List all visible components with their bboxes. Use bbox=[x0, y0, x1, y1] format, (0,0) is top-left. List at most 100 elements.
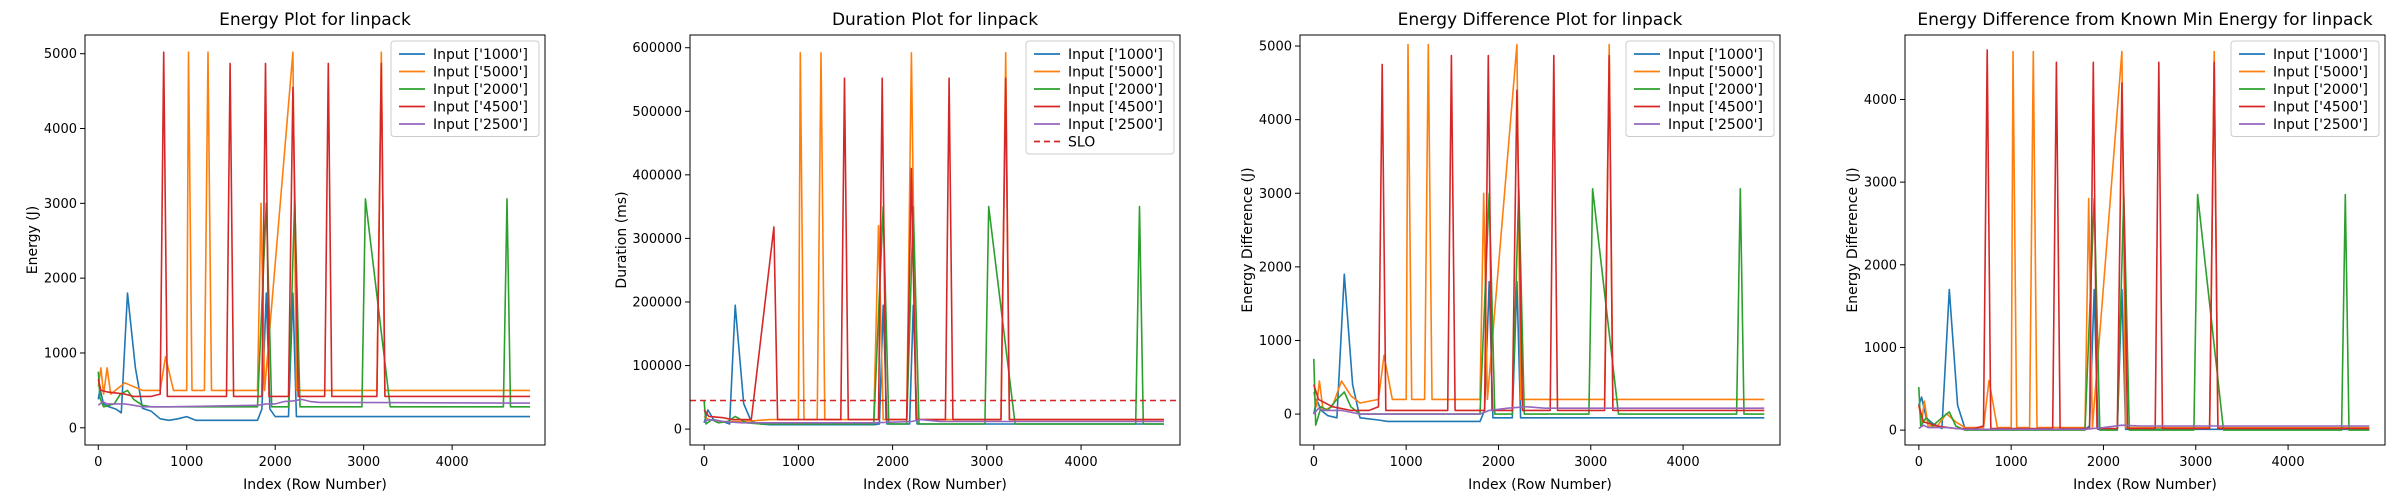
x-axis-label: Index (Row Number) bbox=[1468, 477, 1612, 493]
x-tick-label: 2000 bbox=[259, 455, 292, 470]
y-axis-label: Energy Difference (J) bbox=[1845, 167, 1861, 312]
chart-title: Energy Plot for linpack bbox=[219, 10, 411, 30]
y-tick-label: 0 bbox=[69, 421, 77, 436]
x-tick-label: 3000 bbox=[347, 455, 380, 470]
legend-label: Input ['5000'] bbox=[1068, 65, 1163, 81]
series-line bbox=[1918, 193, 2370, 431]
y-tick-label: 3000 bbox=[1864, 176, 1897, 191]
legend-box bbox=[2230, 40, 2380, 137]
x-tick-label: 1000 bbox=[1995, 455, 2028, 470]
legend-label: Input ['1000'] bbox=[1668, 47, 1763, 63]
y-axis-label: Energy (J) bbox=[25, 206, 41, 275]
y-tick-label: 2000 bbox=[1259, 260, 1292, 275]
series-line bbox=[97, 398, 531, 408]
x-tick-label: 1000 bbox=[782, 455, 815, 470]
legend-label: SLO bbox=[1068, 135, 1095, 151]
y-tick-label: 2000 bbox=[44, 272, 77, 287]
x-tick-label: 4000 bbox=[2272, 455, 2305, 470]
plot-area bbox=[1918, 49, 2370, 431]
y-tick-label: 1000 bbox=[1259, 334, 1292, 349]
legend-label: Input ['2500'] bbox=[2273, 117, 2368, 133]
y-tick-label: 4000 bbox=[1259, 113, 1292, 128]
axes-frame bbox=[1299, 34, 1781, 446]
series-line bbox=[1313, 54, 1765, 412]
series-line bbox=[703, 418, 1164, 424]
x-tick-label: 3000 bbox=[2179, 455, 2212, 470]
legend-box bbox=[390, 40, 540, 137]
legend-box bbox=[1625, 40, 1775, 137]
y-tick-label: 1000 bbox=[1864, 341, 1897, 356]
y-tick-label: 3000 bbox=[1259, 187, 1292, 202]
legend: Input ['1000'] Input ['5000']Input ['2000… bbox=[390, 40, 540, 137]
series-line bbox=[97, 51, 530, 398]
chart-title: Energy Difference Plot for linpack bbox=[1398, 10, 1683, 30]
legend: Input ['1000'] Input ['5000']Input ['2000… bbox=[1625, 40, 1775, 137]
y-tick-label: 4000 bbox=[1864, 93, 1897, 108]
series-line bbox=[703, 205, 1164, 425]
x-axis-label: Index (Row Number) bbox=[2073, 477, 2217, 493]
x-axis-label: Index (Row Number) bbox=[243, 477, 387, 493]
plot-area bbox=[97, 51, 531, 422]
legend-label: Input ['4500'] bbox=[433, 100, 528, 116]
chart-panel-4: Energy Difference from Known Min Energy … bbox=[1845, 10, 2386, 493]
y-tick-label: 600000 bbox=[632, 41, 682, 56]
legend-label: Input ['4500'] bbox=[2273, 100, 2368, 116]
y-tick-label: 5000 bbox=[1259, 40, 1292, 55]
axes-frame bbox=[1904, 34, 2386, 446]
x-tick-label: 0 bbox=[700, 455, 708, 470]
y-tick-label: 0 bbox=[1284, 408, 1292, 423]
y-axis-label: Duration (ms) bbox=[614, 191, 630, 288]
axes-frame bbox=[689, 34, 1181, 446]
legend-label: Input ['2500'] bbox=[1668, 117, 1763, 133]
chart-panel-2: Duration Plot for linpack 0 1000 2000 3000 40… bbox=[614, 10, 1181, 493]
legend-label: Input ['2500'] bbox=[433, 117, 528, 133]
y-tick-label: 300000 bbox=[632, 232, 682, 247]
x-tick-label: 4000 bbox=[436, 455, 469, 470]
plot-area bbox=[690, 52, 1180, 426]
chart-panel-3: Energy Difference Plot for linpack 0 1000 2… bbox=[1240, 10, 1781, 493]
x-tick-label: 3000 bbox=[970, 455, 1003, 470]
chart-title: Duration Plot for linpack bbox=[832, 10, 1038, 30]
series-line bbox=[1313, 188, 1765, 426]
x-tick-label: 2000 bbox=[1482, 455, 1515, 470]
x-tick-label: 0 bbox=[1310, 455, 1318, 470]
x-tick-label: 4000 bbox=[1065, 455, 1098, 470]
series-line bbox=[1918, 424, 2370, 431]
legend-label: Input ['5000'] bbox=[2273, 65, 2368, 81]
chart-title: Energy Difference from Known Min Energy … bbox=[1917, 10, 2372, 30]
x-tick-label: 2000 bbox=[2087, 455, 2120, 470]
legend-label: Input ['2500'] bbox=[1068, 117, 1163, 133]
legend-label: Input ['4500'] bbox=[1668, 100, 1763, 116]
y-tick-label: 400000 bbox=[632, 168, 682, 183]
legend-label: Input ['1000'] bbox=[433, 47, 528, 63]
y-tick-label: 200000 bbox=[632, 295, 682, 310]
series-line bbox=[1313, 405, 1765, 415]
y-tick-label: 2000 bbox=[1864, 258, 1897, 273]
x-tick-label: 2000 bbox=[876, 455, 909, 470]
x-tick-label: 0 bbox=[1915, 455, 1923, 470]
series-line bbox=[97, 292, 530, 422]
legend-label: Input ['5000'] bbox=[1668, 65, 1763, 81]
legend-label: Input ['2000'] bbox=[433, 82, 528, 98]
legend: Input ['1000'] Input ['5000']Input ['2000… bbox=[2230, 40, 2380, 137]
legend-label: Input ['2000'] bbox=[2273, 82, 2368, 98]
y-tick-label: 0 bbox=[1889, 424, 1897, 439]
x-tick-label: 4000 bbox=[1667, 455, 1700, 470]
legend: Input ['1000'] Input ['5000']Input ['2000… bbox=[1025, 40, 1175, 155]
axes-frame bbox=[84, 34, 546, 446]
x-tick-label: 1000 bbox=[1390, 455, 1423, 470]
plot-area bbox=[1313, 43, 1765, 426]
y-tick-label: 5000 bbox=[44, 47, 77, 62]
y-tick-label: 3000 bbox=[44, 197, 77, 212]
chart-panel-1: Energy Plot for linpack 0 1000 2000 3000 4000… bbox=[25, 10, 546, 493]
y-tick-label: 100000 bbox=[632, 359, 682, 374]
x-tick-label: 3000 bbox=[1574, 455, 1607, 470]
x-axis-label: Index (Row Number) bbox=[863, 477, 1007, 493]
y-tick-label: 0 bbox=[674, 423, 682, 438]
x-tick-label: 0 bbox=[94, 455, 102, 470]
legend-label: Input ['5000'] bbox=[433, 65, 528, 81]
legend-label: Input ['2000'] bbox=[1668, 82, 1763, 98]
y-axis-label: Energy Difference (J) bbox=[1240, 167, 1256, 312]
legend-label: Input ['4500'] bbox=[1068, 100, 1163, 116]
